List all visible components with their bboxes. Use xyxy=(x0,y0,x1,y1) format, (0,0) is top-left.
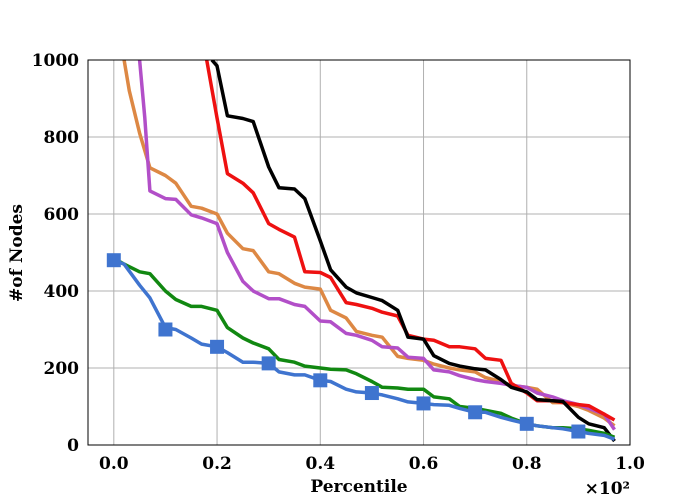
x-tick-label: 0.0 xyxy=(99,454,129,474)
series-line-purple xyxy=(137,60,616,431)
y-tick-label: 400 xyxy=(44,282,80,302)
x-tick-label: 0.8 xyxy=(512,454,542,474)
x-scale-multiplier: ×10² xyxy=(585,479,630,499)
series-marker-blue xyxy=(106,253,121,268)
series-marker-blue xyxy=(571,424,586,439)
gridlines xyxy=(88,59,631,446)
y-axis-label: #of Nodes xyxy=(7,204,27,302)
series-marker-blue xyxy=(519,416,534,431)
x-axis-label: Percentile xyxy=(310,477,407,497)
y-tick-label: 0 xyxy=(67,436,79,456)
series-marker-blue xyxy=(364,386,379,401)
series-marker-blue xyxy=(158,322,173,337)
x-tick-label: 1.0 xyxy=(615,454,645,474)
x-tick-label: 0.2 xyxy=(202,454,232,474)
series-line-orange xyxy=(122,60,616,428)
y-tick-label: 600 xyxy=(44,205,80,225)
y-tick-label: 200 xyxy=(44,359,80,379)
series-line-blue xyxy=(113,258,616,441)
tick-labels: 0.0 0.2 0.4 0.6 0.8 1.0 0 200 400 600 800 1000 xyxy=(32,51,645,474)
x-tick-label: 0.4 xyxy=(305,454,335,474)
series-marker-blue xyxy=(416,396,431,411)
marker-group xyxy=(106,253,586,439)
y-tick-label: 800 xyxy=(44,128,80,148)
x-tick-label: 0.6 xyxy=(409,454,439,474)
series-marker-blue xyxy=(210,339,225,354)
series-group xyxy=(112,60,616,443)
series-marker-blue xyxy=(313,373,328,388)
series-marker-blue xyxy=(261,356,276,371)
y-tick-label: 1000 xyxy=(32,51,79,71)
series-marker-blue xyxy=(468,405,483,420)
plot-frame xyxy=(87,59,631,446)
series-line-black xyxy=(210,60,616,443)
series-line-green xyxy=(112,256,616,439)
